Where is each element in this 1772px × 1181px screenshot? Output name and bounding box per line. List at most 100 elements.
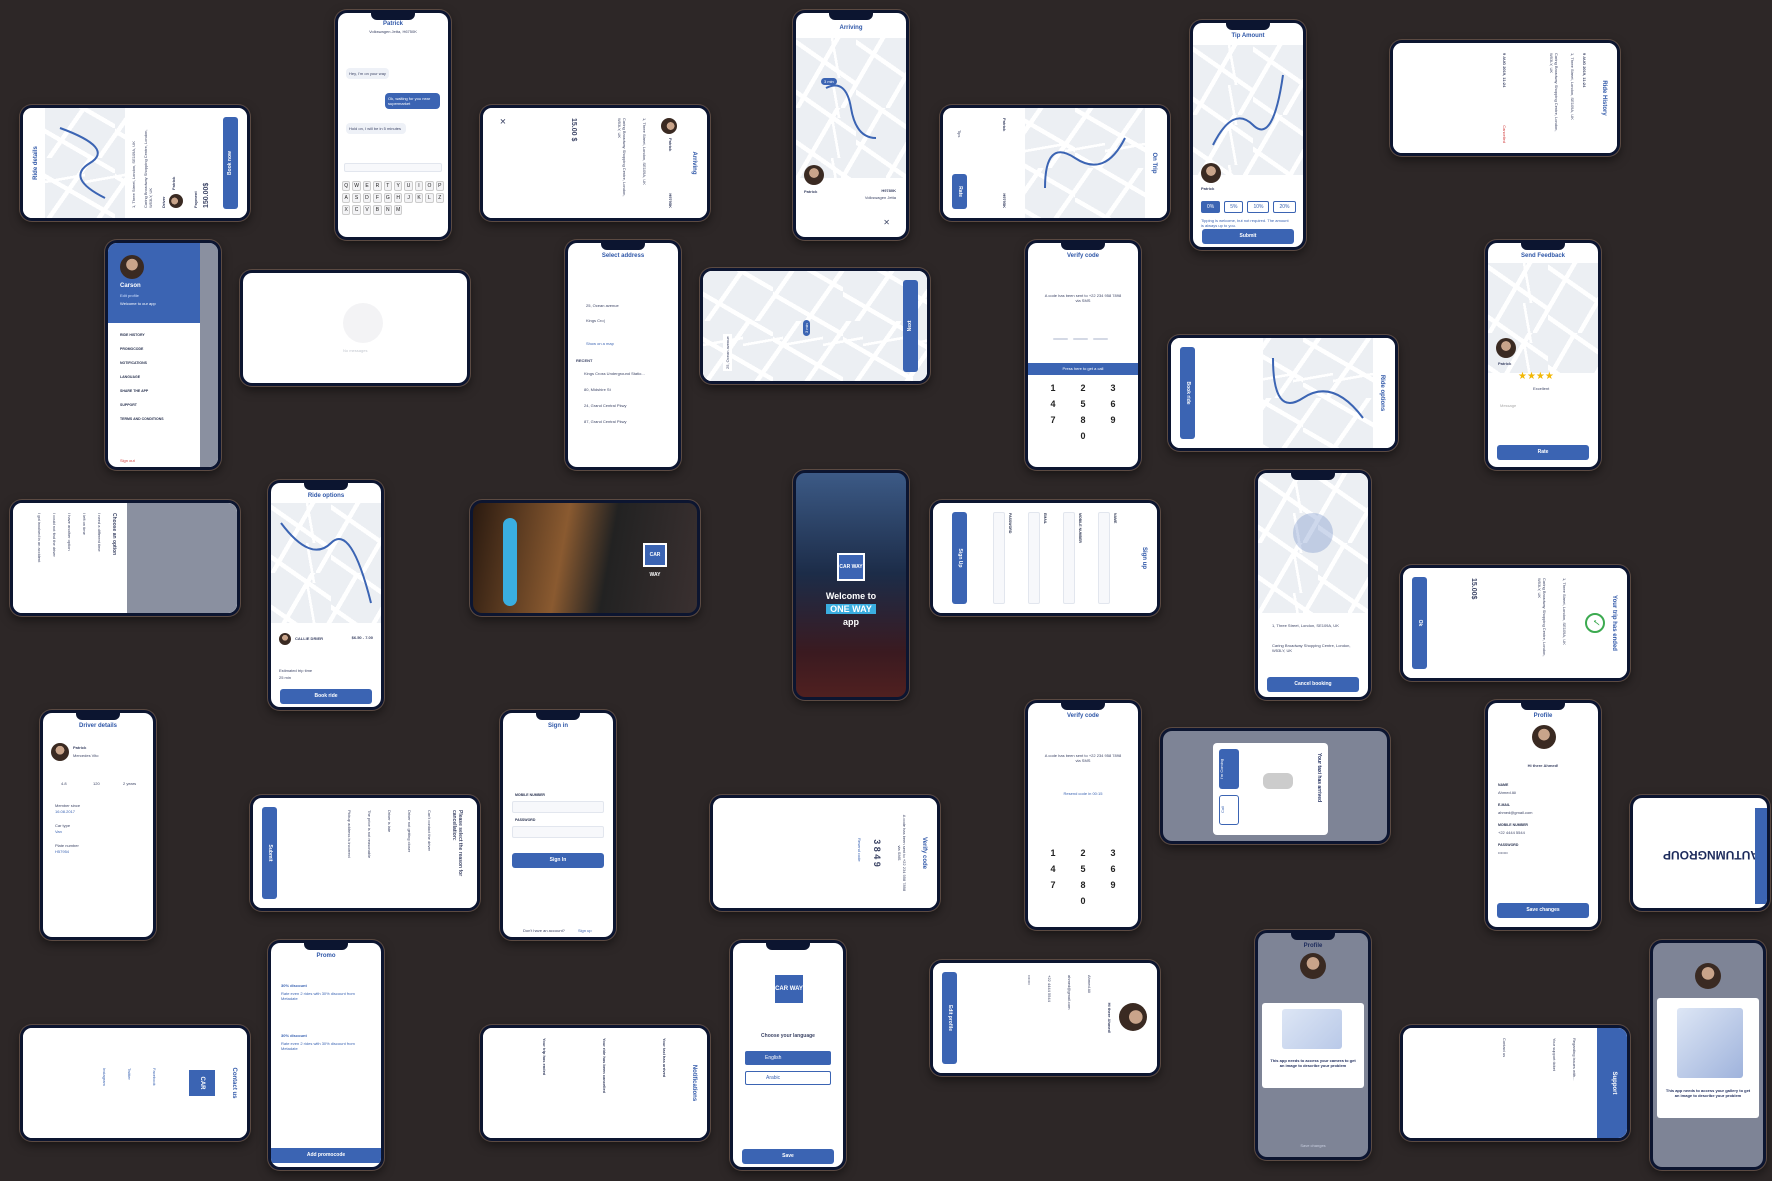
numpad-key[interactable]: 7 — [1050, 880, 1056, 890]
mobile-value[interactable]: +22 4444 5544 — [1047, 975, 1052, 1002]
key[interactable]: V — [362, 205, 372, 215]
numpad-key[interactable]: 5 — [1080, 399, 1086, 409]
key[interactable]: J — [404, 193, 413, 203]
password-input[interactable] — [511, 826, 605, 838]
numpad-key[interactable]: 0 — [1080, 431, 1086, 441]
drawer-item[interactable]: NOTIFICATIONS — [120, 361, 147, 365]
book-ride-button[interactable]: Book ride — [1180, 346, 1195, 440]
book-ride-button[interactable]: Book ride — [279, 689, 373, 704]
message-input[interactable]: Message — [1500, 403, 1517, 408]
key[interactable]: X — [342, 205, 351, 215]
option-1[interactable]: I need a different time — [97, 513, 102, 552]
recent-4[interactable]: 87, Grand Central Pkwy — [584, 419, 627, 424]
numpad-key[interactable]: 1 — [1050, 383, 1056, 393]
key[interactable]: A — [342, 193, 351, 203]
notif-3[interactable]: Your trip has ended — [542, 1038, 547, 1076]
key[interactable]: H — [393, 193, 403, 203]
drawer-item[interactable]: RIDE HISTORY — [120, 333, 145, 337]
key[interactable]: S — [352, 193, 361, 203]
tip-options[interactable]: 0% 5% 10% 20% — [1201, 201, 1296, 213]
recent-1[interactable]: Kings Cross Underground Statio... — [584, 371, 645, 376]
reason-5[interactable]: Pickup address is incorrect — [347, 810, 352, 858]
email-input[interactable] — [1028, 511, 1040, 605]
key[interactable]: T — [383, 181, 392, 191]
notif-1[interactable]: Your taxi has arrived — [662, 1038, 667, 1078]
sign-out-link[interactable]: Sign out — [120, 458, 135, 463]
numpad-key[interactable]: 7 — [1050, 415, 1056, 425]
im-coming-button[interactable]: I'm Coming — [1219, 749, 1239, 789]
password-value[interactable]: ••••••• — [1498, 850, 1508, 855]
key[interactable]: W — [352, 181, 361, 191]
drawer-item[interactable]: TERMS AND CONDITIONS — [120, 417, 164, 421]
drawer-item[interactable]: SHARE THE APP — [120, 389, 149, 393]
support-item-3[interactable]: Contact us — [1502, 1038, 1507, 1058]
key[interactable]: P — [435, 181, 444, 191]
email-value[interactable]: ahmed@gmail.com — [1498, 810, 1533, 815]
reason-4[interactable]: The price is not reasonable — [367, 810, 372, 859]
lang-english[interactable]: English — [745, 1051, 831, 1065]
name-value[interactable]: Ahmed Ali — [1498, 790, 1517, 795]
sign-in-button[interactable] — [503, 518, 517, 606]
key[interactable]: F — [373, 193, 382, 203]
mobile-value[interactable]: +22 4444 5544 — [1498, 830, 1525, 835]
numpad-key[interactable]: 6 — [1110, 864, 1116, 874]
map[interactable] — [703, 271, 927, 381]
book-button[interactable]: Book now — [223, 116, 238, 210]
option-5[interactable]: I got involved in an accident — [37, 513, 42, 563]
numpad[interactable]: 1 2 3 4 5 6 7 8 9 0 — [1038, 383, 1128, 441]
key[interactable]: Y — [393, 181, 403, 191]
name-value[interactable]: Ahmed Ali — [1087, 975, 1092, 994]
rate-button[interactable]: Rate — [952, 174, 967, 210]
numpad-key[interactable]: 3 — [1110, 383, 1116, 393]
numpad[interactable]: 1 2 3 4 5 6 7 8 9 0 — [1038, 848, 1128, 906]
key[interactable]: D — [362, 193, 372, 203]
numpad-key[interactable]: 0 — [1080, 896, 1086, 906]
resend-link[interactable]: Resend code — [857, 838, 862, 862]
from-input[interactable]: 25, Ocean avenue — [586, 303, 619, 308]
key[interactable]: C — [352, 205, 361, 215]
key[interactable]: M — [393, 205, 403, 215]
code-slot[interactable] — [1093, 338, 1108, 340]
signup-link[interactable]: Sign up — [578, 928, 592, 933]
key[interactable]: O — [425, 181, 434, 191]
cancel-booking-button[interactable]: Cancel booking — [1266, 677, 1360, 692]
save-changes-button[interactable]: Save changes — [1300, 1143, 1326, 1148]
avatar[interactable] — [1119, 1003, 1147, 1031]
call-button[interactable]: Call — [1219, 795, 1239, 825]
drawer-menu[interactable]: RIDE HISTORY PROMOCODE NOTIFICATIONS LANGUA… — [120, 333, 164, 431]
numpad-key[interactable]: 9 — [1110, 880, 1116, 890]
key[interactable]: G — [383, 193, 392, 203]
key[interactable]: I — [414, 181, 424, 191]
key[interactable]: E — [362, 181, 372, 191]
facebook-link[interactable]: Facebook — [152, 1068, 157, 1086]
save-button[interactable]: Save — [741, 1149, 835, 1164]
code-slot[interactable] — [1053, 338, 1068, 340]
instagram-link[interactable]: Instagram — [102, 1068, 107, 1086]
tip-20[interactable]: 20% — [1273, 201, 1296, 213]
reason-2[interactable]: Driver not getting closer — [407, 810, 412, 853]
numpad-key[interactable]: 3 — [1110, 848, 1116, 858]
add-promocode-button[interactable]: Add promocode — [271, 1148, 381, 1163]
call-button[interactable]: Press here to get a call — [1028, 363, 1138, 375]
name-input[interactable] — [1098, 511, 1110, 605]
drawer-item[interactable]: LANGUAGE — [120, 375, 141, 379]
numpad-key[interactable]: 2 — [1080, 383, 1086, 393]
next-button[interactable]: Next — [903, 279, 918, 373]
submit-button[interactable]: Submit — [262, 806, 277, 900]
recent-3[interactable]: 24, Grand Central Pkwy — [584, 403, 627, 408]
tip-5[interactable]: 5% — [1224, 201, 1244, 213]
key[interactable]: U — [404, 181, 413, 191]
email-value[interactable]: ahmed@gmail.com — [1067, 975, 1072, 1010]
show-on-map-link[interactable]: Show on a map — [586, 341, 614, 346]
password-input[interactable] — [993, 511, 1005, 605]
drawer-item[interactable]: SUPPORT — [120, 403, 137, 407]
password-value[interactable]: ••••••• — [1027, 975, 1032, 985]
edit-profile-link[interactable]: Edit profile — [120, 293, 139, 298]
numpad-key[interactable]: 8 — [1080, 880, 1086, 890]
side-button[interactable] — [1755, 808, 1767, 904]
key[interactable]: Z — [435, 193, 444, 203]
recent-2[interactable]: 80, Midshire St — [584, 387, 611, 392]
key[interactable]: K — [414, 193, 424, 203]
edit-profile-button[interactable]: Edit profile — [942, 971, 957, 1065]
drawer-item[interactable]: PROMOCODE — [120, 347, 144, 351]
